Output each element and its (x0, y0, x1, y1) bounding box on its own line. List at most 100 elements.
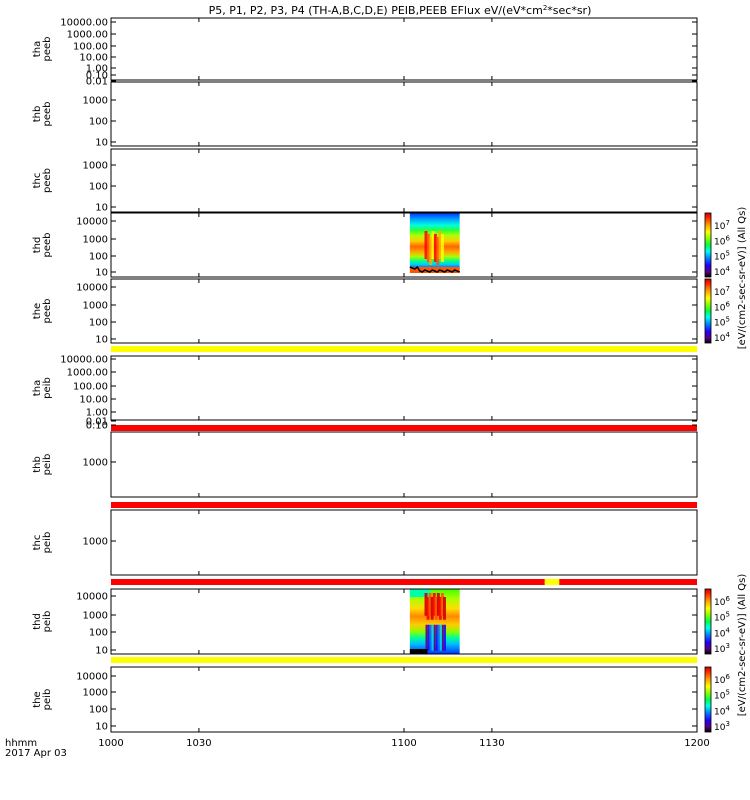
y-tick-label: 1000 (83, 537, 108, 548)
heatmap-streak (431, 231, 435, 259)
y-tick-label: 10000.00 (60, 355, 108, 366)
panel-label-product: peib (42, 689, 53, 711)
y-tick-label: 100 (89, 182, 108, 193)
heatmap-streak-low (437, 624, 440, 651)
heatmap-streak (440, 234, 444, 262)
panel-label-probe: thc (32, 535, 43, 551)
heatmap-top-left (409, 589, 431, 597)
colorbar-tick-label: 107 (714, 219, 730, 232)
y-tick-label: 100 (89, 318, 108, 329)
colorbar-tick-label: 106 (714, 595, 730, 608)
panel-label-product: peeb (42, 233, 53, 258)
y-tick-label: 10000.00 (60, 18, 108, 29)
flag-bar-electron (111, 346, 697, 352)
y-tick-label: 1.00 (86, 64, 108, 75)
y-tick-label: 1000 (83, 235, 108, 246)
y-tick-label: 0.10 (86, 71, 108, 82)
x-tick-label: 1100 (391, 738, 416, 749)
y-tick-label: 10.00 (79, 53, 108, 64)
y-tick-label: 10 (95, 203, 108, 214)
panel-label-product: peeb (42, 168, 53, 193)
panel-label: thdpeib (32, 611, 53, 633)
y-tick-label: 1000.00 (67, 30, 108, 41)
panel-label-product: peeb (42, 37, 53, 62)
panel-tha-peib: 10000.00 1000.00 100.00 10.00 1.00 0.100.01 th… (32, 355, 698, 432)
colorbar-title-electron: [eV/(cm2-sec-sr-eV)] (All Qs) (737, 207, 748, 350)
panel-frame (110, 588, 698, 655)
colorbar-tick-label: 105 (714, 316, 730, 329)
colorbar-tick-label: 107 (714, 285, 730, 298)
colorbar (704, 278, 712, 344)
y-tick-label: 100.00 (73, 382, 108, 393)
y-tick-label: 10 (95, 335, 108, 346)
heatmap-streak (436, 237, 440, 265)
panel-label: thapeib (32, 377, 53, 399)
heatmap-streak (430, 597, 434, 620)
heatmap-streak (432, 593, 436, 616)
colorbar-tick-label: 103 (714, 720, 730, 733)
y-tick-label: 1000 (83, 611, 108, 622)
panel-the-peeb: 10000 1000 100 10 thepeeb 107 106 105 104 (32, 278, 730, 346)
y-tick-label: 1000 (83, 688, 108, 699)
y-tick-label: 0.10 (86, 421, 108, 432)
y-tick-label: 10 (95, 268, 108, 279)
y-tick-label: 1000 (83, 458, 108, 469)
heatmap-streak-low (435, 624, 438, 651)
flag-bar-thb-ion (111, 502, 697, 508)
panel-frame (110, 81, 698, 147)
y-tick-label: 1000 (83, 161, 108, 172)
title-superscript: 2 (543, 4, 547, 12)
panel-thd-peib: 10000 1000 100 10 thdpeib 106 105 104 103 (32, 588, 730, 657)
panel-label: thdpeeb (32, 233, 53, 258)
panel-frame (110, 431, 698, 498)
heatmap-trace (409, 265, 460, 273)
heatmap-streak (426, 234, 430, 262)
panel-label: thepeib (32, 689, 53, 711)
colorbar-tick-label: 104 (714, 331, 730, 344)
heatmap-thd-peeb (409, 213, 460, 273)
heatmap-bottom-black (409, 649, 428, 654)
y-tick-label: 10000 (76, 283, 108, 294)
colorbar-tick-label: 105 (714, 611, 730, 624)
panel-the-peib: 10000 1000 100 10 thepeib 106 105 104 103 (32, 666, 730, 733)
heatmap-streak-low (439, 624, 442, 651)
colorbar-tick-label: 103 (714, 642, 730, 655)
panel-label-product: peib (42, 377, 53, 399)
colorbar-tick-label: 104 (714, 704, 730, 717)
y-tick-label: 0.01 (86, 77, 108, 88)
y-tick-label: 10 (95, 138, 108, 149)
panel-frame (110, 17, 698, 81)
flag-bar-ion (111, 657, 697, 663)
y-tick-label: 10000 (76, 672, 108, 683)
x-tick-label: 1200 (684, 738, 709, 749)
panel-frame (110, 509, 698, 576)
heatmap-streak (428, 593, 432, 616)
y-tick-label: 100 (89, 117, 108, 128)
panel-label: thbpeeb (32, 102, 53, 127)
x-tick-label: 1000 (98, 738, 123, 749)
heatmap-thd-peib (409, 589, 460, 654)
heatmap-streak (434, 597, 438, 620)
panel-label-probe: tha (32, 41, 43, 57)
panel-frame (110, 212, 698, 278)
panel-label: thcpeeb (32, 168, 53, 193)
panel-label: thapeeb (32, 37, 53, 62)
x-axis-label: hhmm (5, 738, 37, 749)
panel-frame (110, 278, 698, 344)
heatmap-streak (436, 593, 440, 616)
panel-stack: 10000.001000.00100.0010.001.000.100.01th… (32, 17, 730, 749)
figure-title: P5, P1, P2, P3, P4 (TH-A,B,C,D,E) PEIB,P… (209, 4, 592, 17)
flag-bar-thc-ion (111, 579, 697, 585)
panel-label-probe: the (32, 303, 43, 319)
y-tick-label: 10 (95, 646, 108, 657)
flag-bar-tha-ion (111, 425, 697, 431)
y-tick-label: 10000 (76, 217, 108, 228)
heatmap-streak-low (425, 624, 428, 651)
panel-label-probe: tha (32, 380, 43, 396)
heatmap-streak-low (433, 624, 436, 651)
panel-label-probe: thc (32, 173, 43, 189)
panel-label: thepeeb (32, 299, 53, 324)
panel-label: thcpeib (32, 532, 53, 554)
